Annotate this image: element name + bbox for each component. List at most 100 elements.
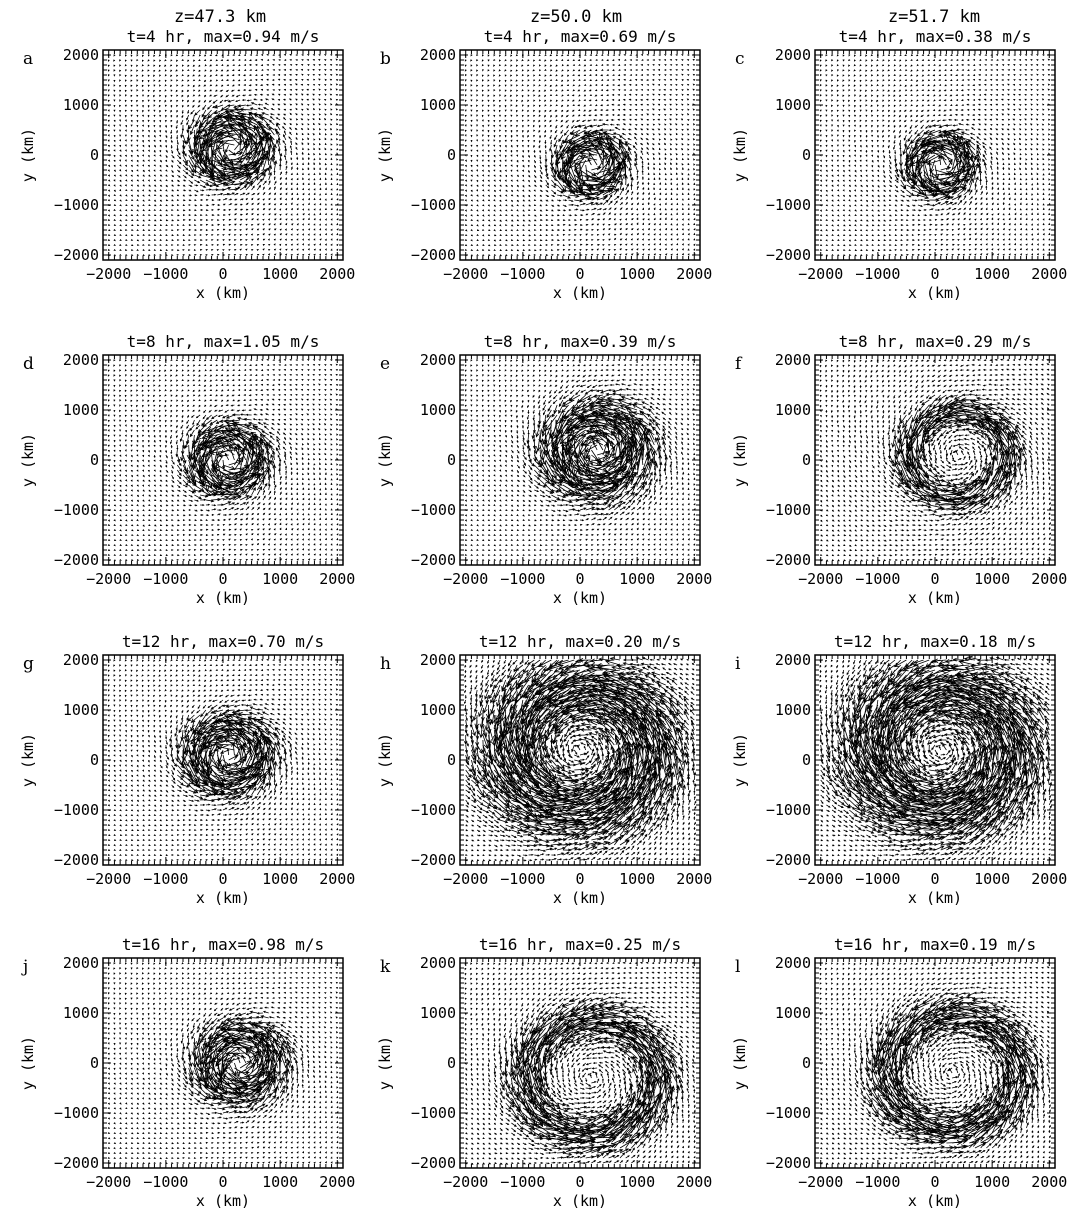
quiver-arrow	[255, 53, 258, 56]
quiver-arrow	[119, 74, 122, 77]
quiver-arrow	[991, 232, 994, 236]
quiver-arrow	[960, 109, 964, 112]
quiver-arrow	[831, 124, 834, 127]
quiver-arrow	[625, 196, 628, 201]
quiver-arrow	[211, 193, 217, 196]
quiver-arrow	[980, 243, 983, 246]
quiver-arrow	[912, 199, 918, 202]
quiver-arrow	[819, 149, 822, 153]
quiver-arrow	[268, 156, 274, 171]
quiver-arrow	[842, 159, 845, 163]
quiver-arrow	[307, 152, 310, 156]
quiver-arrow	[853, 154, 856, 157]
quiver-arrow	[577, 159, 587, 176]
quiver-arrow	[894, 253, 898, 257]
quiver-arrow	[234, 249, 237, 251]
quiver-arrow	[986, 217, 989, 221]
quiver-arrow	[963, 189, 971, 196]
quiver-arrow	[302, 213, 305, 216]
quiver-arrow	[295, 59, 298, 62]
quiver-arrow	[522, 228, 525, 231]
quiver-arrow	[544, 79, 547, 82]
quiver-arrow	[119, 179, 122, 183]
quiver-arrow	[515, 79, 518, 82]
quiver-arrow	[974, 227, 977, 231]
quiver-arrow	[533, 149, 536, 154]
quiver-arrow	[634, 124, 638, 126]
quiver-arrow	[205, 179, 218, 186]
quiver-arrow	[323, 64, 327, 66]
quiver-arrow	[290, 140, 293, 146]
quiver-arrow	[877, 228, 881, 231]
quiver-arrow	[591, 196, 600, 201]
quiver-arrow	[640, 84, 644, 86]
quiver-arrow	[893, 104, 896, 108]
quiver-arrow	[481, 84, 484, 88]
quiver-arrow	[130, 248, 134, 251]
quiver-arrow	[687, 138, 690, 141]
quiver-arrow	[533, 159, 536, 164]
quiver-arrow	[142, 229, 146, 231]
quiver-arrow	[198, 89, 201, 92]
quiver-arrow	[693, 212, 696, 216]
quiver-arrow	[318, 142, 321, 146]
quiver-arrow	[968, 248, 972, 251]
quiver-arrow	[249, 107, 258, 111]
quiver-arrow	[904, 59, 908, 62]
quiver-arrow	[591, 248, 594, 251]
quiver-arrow	[533, 139, 536, 143]
quiver-arrow	[481, 114, 484, 118]
quiver-arrow	[170, 129, 173, 135]
quiver-arrow	[573, 238, 577, 242]
quiver-arrow	[147, 154, 150, 158]
quiver-arrow	[211, 214, 215, 217]
quiver-arrow	[562, 223, 566, 226]
quiver-arrow	[600, 98, 604, 101]
quiver-arrow	[566, 79, 570, 82]
quiver-arrow	[516, 159, 519, 163]
quiver-arrow	[634, 114, 638, 116]
quiver-arrow	[119, 144, 122, 148]
quiver-arrow	[324, 203, 327, 206]
quiver-arrow	[831, 179, 834, 183]
quiver-arrow	[871, 199, 875, 203]
quiver-arrow	[464, 149, 467, 153]
quiver-arrow	[324, 198, 327, 201]
quiver-arrow	[493, 159, 496, 163]
quiver-arrow	[493, 209, 496, 212]
quiver-arrow	[648, 197, 650, 201]
quiver-arrow	[165, 129, 167, 134]
quiver-arrow	[464, 69, 467, 72]
quiver-arrow	[504, 159, 507, 163]
quiver-arrow	[549, 124, 552, 128]
quiver-arrow	[889, 244, 892, 247]
quiver-arrow	[904, 139, 907, 148]
quiver-arrow	[258, 114, 269, 121]
quiver-arrow	[262, 203, 266, 206]
quiver-arrow	[675, 128, 678, 131]
quiver-arrow	[561, 74, 564, 77]
quiver-arrow	[550, 149, 554, 159]
quiver-arrow	[602, 199, 609, 206]
quiver-arrow	[131, 219, 134, 222]
quiver-arrow	[153, 114, 156, 118]
quiver-arrow	[909, 124, 913, 130]
quiver-arrow	[285, 197, 287, 201]
quiver-arrow	[245, 213, 249, 216]
quiver-arrow	[551, 199, 555, 202]
quiver-arrow	[653, 157, 655, 161]
quiver-arrow	[681, 123, 684, 126]
quiver-arrow	[636, 196, 639, 201]
quiver-arrow	[645, 98, 649, 101]
quiver-arrow	[493, 129, 496, 133]
quiver-arrow	[516, 164, 519, 168]
quiver-arrow	[228, 249, 231, 251]
quiver-arrow	[848, 104, 851, 107]
quiver-arrow	[481, 248, 485, 251]
quiver-arrow	[968, 218, 971, 221]
quiver-arrow	[687, 203, 690, 206]
quiver-arrow	[602, 239, 605, 241]
quiver-arrow	[177, 214, 180, 217]
quiver-arrow	[636, 222, 639, 226]
quiver-arrow	[516, 169, 519, 172]
